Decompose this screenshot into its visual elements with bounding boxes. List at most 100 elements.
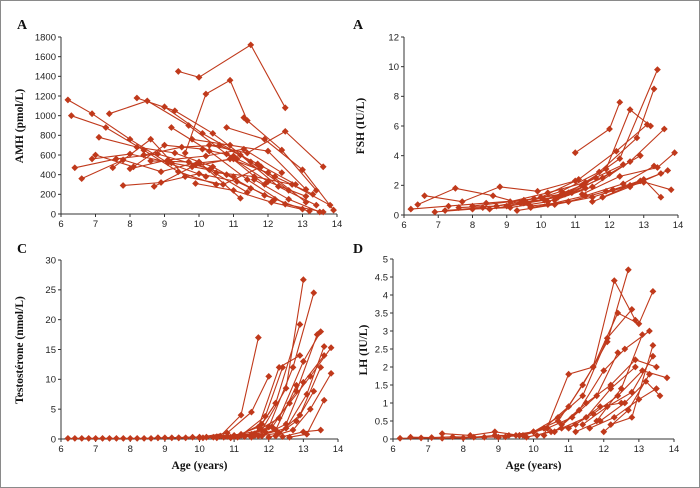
- data-point: [279, 433, 286, 441]
- y-tick-label: 400: [40, 170, 56, 181]
- y-tick-label: 5: [383, 254, 388, 265]
- data-point: [628, 414, 636, 421]
- data-point: [312, 187, 320, 194]
- data-point: [565, 189, 572, 197]
- data-point: [209, 163, 217, 171]
- x-tick-label: 7: [425, 444, 430, 455]
- data-point: [520, 199, 528, 207]
- data-point: [602, 165, 610, 173]
- data-point: [663, 374, 671, 382]
- data-point: [617, 399, 625, 407]
- data-point: [600, 367, 608, 374]
- series-line: [540, 124, 648, 198]
- data-point: [240, 114, 248, 122]
- y-tick-label: 6: [394, 121, 399, 132]
- x-tick-label: 11: [564, 444, 574, 455]
- y-tick-label: 800: [40, 131, 56, 142]
- x-tick-label: 6: [390, 444, 395, 455]
- x-tick-label: 8: [470, 220, 475, 231]
- data-point: [667, 186, 675, 194]
- data-point: [281, 128, 289, 135]
- y-tick-label: 1200: [35, 91, 56, 102]
- data-point: [306, 372, 314, 380]
- data-point: [653, 363, 660, 371]
- data-point: [265, 433, 273, 441]
- data-point: [281, 104, 289, 112]
- y-tick-label: 2.5: [375, 344, 388, 355]
- data-point: [319, 163, 327, 171]
- data-point: [150, 183, 158, 190]
- data-point: [85, 435, 93, 442]
- series-line: [251, 367, 322, 438]
- series-line: [192, 138, 307, 190]
- data-point: [258, 432, 266, 440]
- data-point: [126, 135, 134, 143]
- x-tick-label: 13: [298, 444, 309, 455]
- data-point: [646, 370, 653, 378]
- data-point: [199, 145, 206, 153]
- data-point: [223, 124, 230, 131]
- data-point: [168, 434, 176, 442]
- series-line: [589, 388, 657, 429]
- data-point: [303, 430, 311, 438]
- data-point: [537, 193, 545, 201]
- data-point: [431, 208, 439, 216]
- series-line: [184, 79, 248, 154]
- x-tick-label: 9: [162, 444, 167, 455]
- x-tick-label: 10: [194, 219, 205, 230]
- data-point: [599, 193, 607, 201]
- data-point: [636, 152, 644, 160]
- data-point: [656, 392, 664, 400]
- data-point: [313, 331, 321, 338]
- y-tick-label: 15: [45, 345, 56, 356]
- data-point: [205, 147, 213, 155]
- x-tick-label: 10: [194, 444, 205, 455]
- data-point: [133, 94, 141, 102]
- data-point: [610, 414, 618, 421]
- x-tick-label: 14: [332, 219, 343, 230]
- data-point: [664, 167, 672, 174]
- data-point: [271, 173, 279, 181]
- data-point: [205, 141, 213, 149]
- data-point: [161, 434, 169, 442]
- series-line: [244, 334, 318, 438]
- data-point: [624, 406, 632, 414]
- data-point: [289, 364, 297, 371]
- series-line: [575, 380, 661, 433]
- data-point: [237, 151, 244, 159]
- data-point: [649, 352, 657, 360]
- data-point: [438, 434, 446, 442]
- data-point: [299, 276, 307, 284]
- data-point: [227, 433, 235, 441]
- data-point: [327, 369, 335, 377]
- data-point: [558, 187, 565, 195]
- data-point: [657, 170, 665, 177]
- data-point: [586, 424, 594, 432]
- data-point: [264, 169, 272, 177]
- data-point: [230, 187, 237, 194]
- y-tick-label: 8: [394, 92, 399, 103]
- panel-1: A 0 2 4 6 8 10 12 6 7 8 9 10 11 12 13 14 FSH (IU/L): [353, 18, 683, 231]
- series-line: [158, 337, 259, 439]
- x-tick-label: 8: [127, 219, 132, 230]
- series-line: [199, 324, 301, 439]
- data-point: [181, 173, 189, 181]
- data-point: [458, 198, 466, 206]
- y-tick-label: 2: [394, 181, 399, 192]
- data-point: [628, 388, 636, 396]
- data-point: [296, 352, 304, 359]
- data-point: [293, 381, 300, 389]
- data-point: [595, 168, 603, 176]
- y-tick-label: 3.5: [375, 308, 388, 319]
- series-line: [523, 88, 655, 204]
- data-point: [226, 76, 234, 84]
- data-point: [192, 180, 199, 187]
- data-point: [226, 141, 234, 149]
- data-point: [199, 129, 206, 137]
- y-tick-label: 1600: [35, 52, 56, 63]
- data-point: [243, 188, 251, 196]
- x-tick-label: 11: [229, 444, 239, 455]
- series-line: [223, 331, 322, 438]
- data-point: [619, 180, 627, 188]
- data-point: [451, 184, 459, 192]
